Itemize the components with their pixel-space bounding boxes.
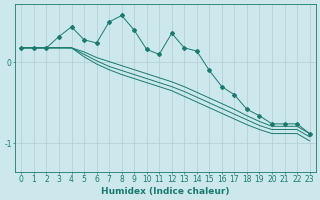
X-axis label: Humidex (Indice chaleur): Humidex (Indice chaleur) — [101, 187, 230, 196]
